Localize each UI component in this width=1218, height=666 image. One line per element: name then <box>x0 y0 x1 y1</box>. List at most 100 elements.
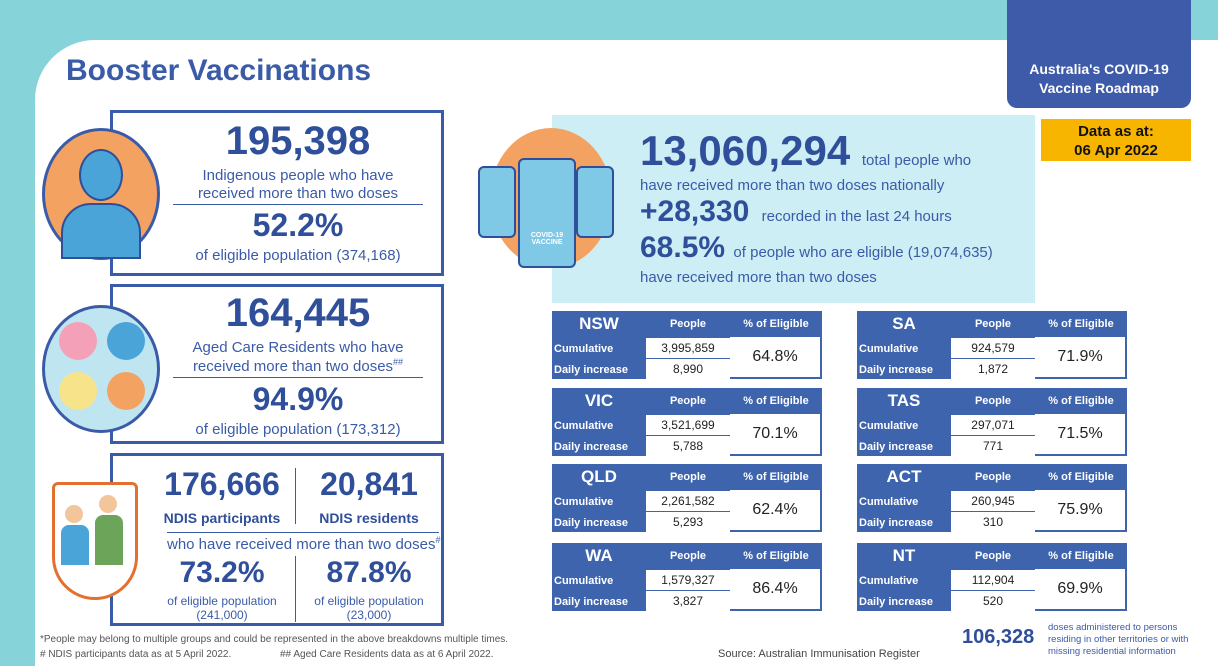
daily-value: 520 <box>951 591 1035 611</box>
state-table-wa: WA People % of Eligible Cumulative Daily… <box>552 543 822 611</box>
aged-care-number: 164,445 <box>225 291 371 335</box>
data-as-at-date: 06 Apr 2022 <box>1074 142 1158 159</box>
aged-care-desc1: Aged Care Residents who have <box>192 339 404 356</box>
indigenous-card: 195,398 Indigenous people who have recei… <box>110 110 444 276</box>
table-header: NSW People % of Eligible <box>552 311 822 337</box>
daily-value: 3,827 <box>646 591 730 611</box>
cumulative-label: Cumulative <box>554 496 614 508</box>
other-line2: residing in other territories or with <box>1048 634 1189 645</box>
footnote-ndis: # NDIS participants data as at 5 April 2… <box>40 649 232 660</box>
daily-value: 771 <box>951 436 1035 456</box>
daily-label: Daily increase <box>554 596 628 608</box>
ndis-participants-pct: 73.2% <box>179 556 265 589</box>
ndis-r-elig2: (23,000) <box>346 608 392 622</box>
roadmap-line1: Australia's COVID-19 <box>1029 61 1169 77</box>
aged-care-eligible: of eligible population (173,312) <box>195 421 401 438</box>
ndis-participants-eligible: of eligible population (241,000) <box>149 594 295 622</box>
cumulative-label: Cumulative <box>554 420 614 432</box>
state-name: TAS <box>887 391 921 410</box>
pct-eligible-value: 70.1% <box>730 414 820 454</box>
people-header: People <box>669 550 707 562</box>
ndis-card: 176,666 20,841 NDIS participants NDIS re… <box>110 453 444 626</box>
people-header: People <box>669 318 707 330</box>
vial-label: COVID-19 VACCINE <box>518 158 576 268</box>
eligible-header: % of Eligible <box>743 395 809 407</box>
state-name: NSW <box>579 314 619 333</box>
cumulative-value: 1,579,327 <box>646 570 730 590</box>
roadmap-button[interactable]: Australia's COVID-19 Vaccine Roadmap <box>1007 0 1191 108</box>
national-total-text: total people who <box>861 152 972 169</box>
pct-eligible-value: 75.9% <box>1035 490 1125 530</box>
people-header: People <box>974 471 1012 483</box>
cumulative-value: 3,995,859 <box>646 338 730 358</box>
table-header: ACT People % of Eligible <box>857 464 1127 490</box>
ndis-residents-number: 20,841 <box>320 466 418 502</box>
state-name: ACT <box>886 467 922 486</box>
ndis-desc-text: who have received more than two doses <box>167 536 436 553</box>
ndis-desc: who have received more than two doses# <box>167 532 441 553</box>
cumulative-value: 2,261,582 <box>646 491 730 511</box>
pct-eligible-value: 62.4% <box>730 490 820 530</box>
daily-label: Daily increase <box>859 364 933 376</box>
table-header: WA People % of Eligible <box>552 543 822 569</box>
daily-label: Daily increase <box>554 517 628 529</box>
aged-care-residents-icon <box>42 305 160 433</box>
people-header: People <box>974 550 1012 562</box>
state-table-nt: NT People % of Eligible Cumulative Daily… <box>857 543 1127 611</box>
eligible-header: % of Eligible <box>1048 471 1114 483</box>
state-table-nsw: NSW People % of Eligible Cumulative Dail… <box>552 311 822 379</box>
cumulative-label: Cumulative <box>859 420 919 432</box>
table-header: QLD People % of Eligible <box>552 464 822 490</box>
other-territories-text: doses administered to persons residing in… <box>1048 622 1188 658</box>
eligible-header: % of Eligible <box>1048 550 1114 562</box>
pct-eligible-value: 69.9% <box>1035 569 1125 609</box>
cumulative-label: Cumulative <box>859 575 919 587</box>
state-table-qld: QLD People % of Eligible Cumulative Dail… <box>552 464 822 532</box>
cumulative-label: Cumulative <box>859 496 919 508</box>
ndis-participants-label: NDIS participants <box>163 510 281 526</box>
ndis-r-elig1: of eligible population <box>314 594 424 608</box>
footnote-aged-care: ## Aged Care Residents data as at 6 Apri… <box>280 649 494 660</box>
national-increase-text: recorded in the last 24 hours <box>761 208 952 225</box>
national-pct: 68.5% <box>640 231 726 264</box>
ndis-p-elig1: of eligible population <box>167 594 277 608</box>
cumulative-value: 924,579 <box>951 338 1035 358</box>
ndis-shield-icon <box>52 482 138 600</box>
people-header: People <box>974 318 1012 330</box>
national-pct-text: of people who are eligible (19,074,635) <box>733 244 993 261</box>
state-name: WA <box>585 546 613 565</box>
indigenous-desc2: received more than two doses <box>173 185 423 205</box>
state-name: SA <box>892 314 916 333</box>
source-text: Source: Australian Immunisation Register <box>718 648 920 660</box>
state-name: VIC <box>584 391 614 410</box>
daily-label: Daily increase <box>859 517 933 529</box>
daily-value: 8,990 <box>646 359 730 379</box>
ndis-p-elig2: (241,000) <box>196 608 248 622</box>
aged-care-pct: 94.9% <box>252 381 344 417</box>
pct-eligible-value: 71.9% <box>1035 337 1125 377</box>
page-title: Booster Vaccinations <box>66 54 372 87</box>
state-table-sa: SA People % of Eligible Cumulative Daily… <box>857 311 1127 379</box>
eligible-header: % of Eligible <box>743 471 809 483</box>
state-table-vic: VIC People % of Eligible Cumulative Dail… <box>552 388 822 456</box>
ndis-sup: # <box>435 535 441 545</box>
daily-label: Daily increase <box>859 596 933 608</box>
state-name: NT <box>892 546 916 565</box>
people-header: People <box>669 395 707 407</box>
indigenous-pct: 52.2% <box>252 207 344 243</box>
state-table-act: ACT People % of Eligible Cumulative Dail… <box>857 464 1127 532</box>
indigenous-eligible: of eligible population (374,168) <box>195 247 401 264</box>
ndis-residents-eligible: of eligible population (23,000) <box>299 594 439 622</box>
daily-value: 5,293 <box>646 512 730 532</box>
cumulative-value: 260,945 <box>951 491 1035 511</box>
vaccine-vials-icon: COVID-19 VACCINE <box>478 128 614 268</box>
cumulative-value: 112,904 <box>951 570 1035 590</box>
table-header: VIC People % of Eligible <box>552 388 822 414</box>
pct-eligible-value: 86.4% <box>730 569 820 609</box>
roadmap-line2: Vaccine Roadmap <box>1039 80 1159 96</box>
national-line5: have received more than two doses <box>640 269 877 286</box>
person-icon <box>42 128 160 260</box>
other-line1: doses administered to persons <box>1048 622 1178 633</box>
eligible-header: % of Eligible <box>1048 318 1114 330</box>
national-increase: +28,330 <box>640 195 750 228</box>
